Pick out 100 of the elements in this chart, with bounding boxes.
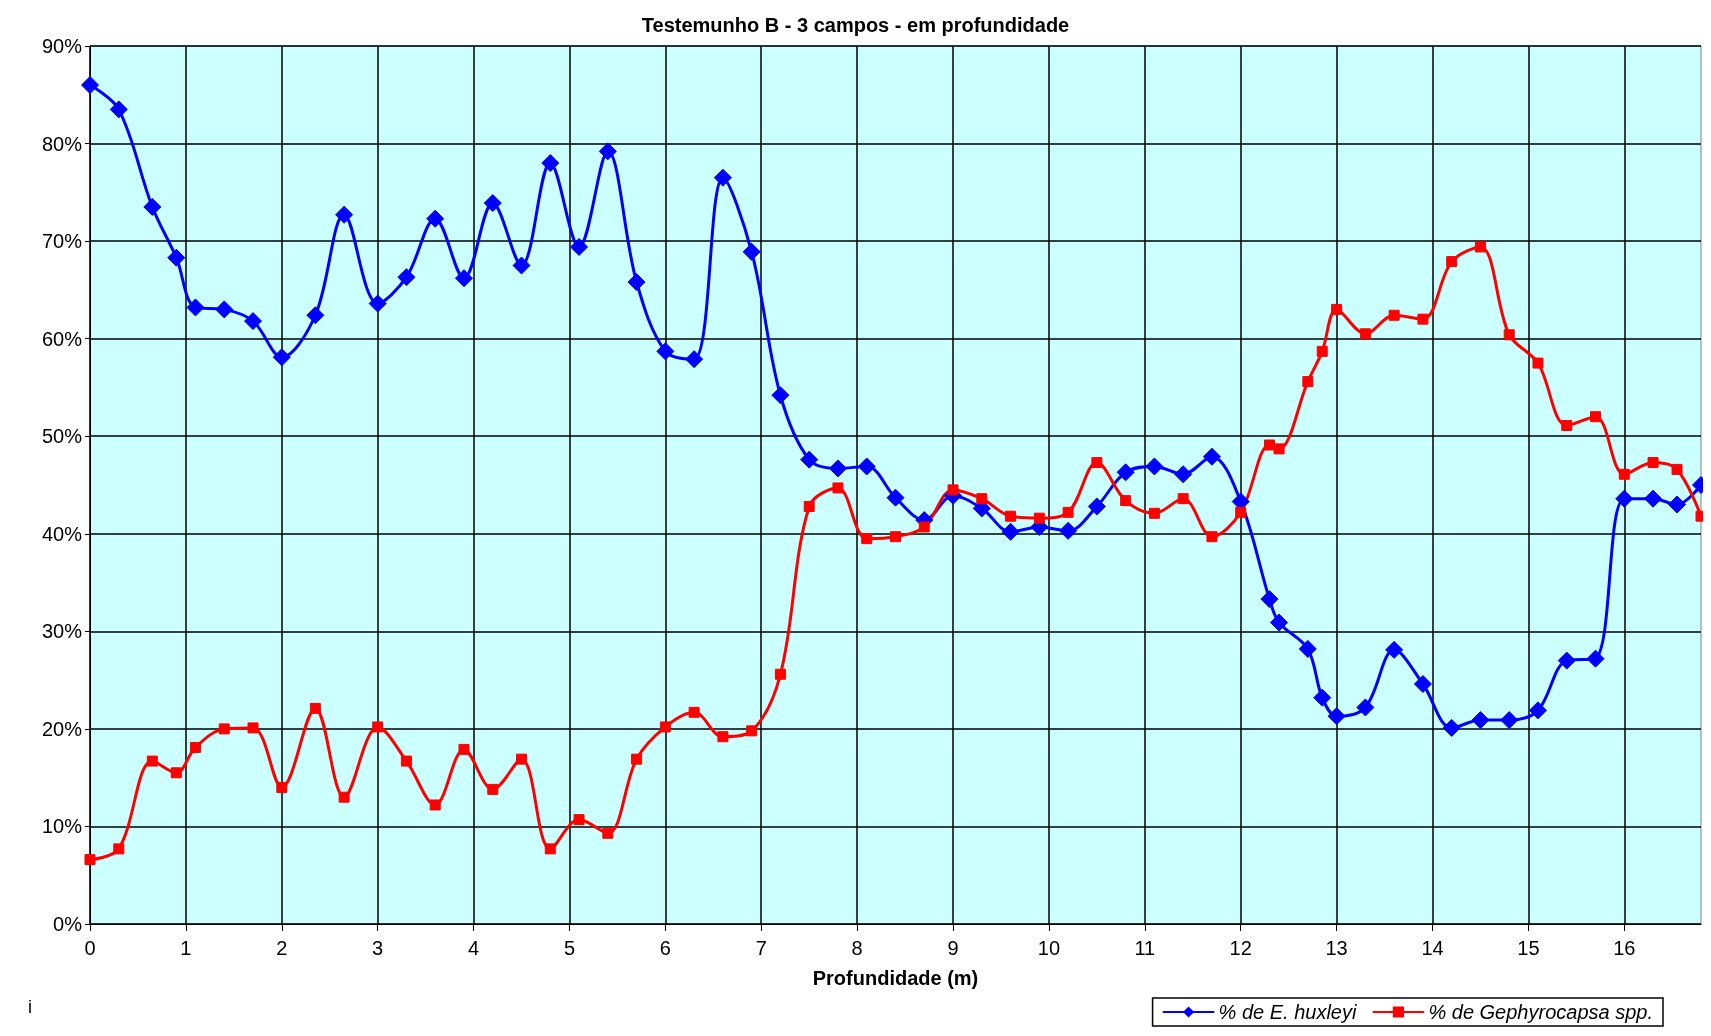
x-tick-label: 9 <box>947 937 959 959</box>
point <box>1001 522 1020 541</box>
point <box>976 493 988 505</box>
point <box>167 248 186 267</box>
point <box>918 521 930 533</box>
point <box>685 350 704 369</box>
point <box>170 767 182 779</box>
point <box>397 268 416 287</box>
point <box>1388 309 1400 321</box>
point <box>516 753 528 765</box>
point <box>659 721 671 733</box>
point <box>512 256 531 275</box>
point <box>1668 495 1687 514</box>
point <box>688 706 700 718</box>
x-tick-label: 10 <box>1037 937 1061 959</box>
y-tick-label: 0% <box>53 913 83 935</box>
point <box>602 827 614 839</box>
chart-title: Testemunho B - 3 campos - em profundidade <box>641 14 1070 36</box>
point <box>1033 512 1045 524</box>
point <box>1270 613 1289 632</box>
x-tick-label: 14 <box>1421 937 1444 959</box>
point <box>1298 639 1317 658</box>
x-tick-label: 12 <box>1229 937 1252 959</box>
point <box>1059 521 1078 540</box>
point <box>774 668 786 680</box>
point <box>1313 688 1332 707</box>
point <box>1062 506 1074 518</box>
x-tick-label: 11 <box>1134 937 1156 959</box>
point <box>454 269 473 288</box>
point <box>1206 531 1218 543</box>
point <box>189 741 201 753</box>
point <box>143 197 162 216</box>
point <box>84 854 96 866</box>
point <box>1202 447 1221 466</box>
point <box>244 312 263 331</box>
point <box>1116 463 1135 482</box>
point <box>113 843 125 855</box>
y-tick-label: 80% <box>41 132 83 155</box>
point <box>372 721 384 733</box>
point <box>215 300 234 319</box>
point <box>1356 698 1375 717</box>
point <box>1644 489 1663 508</box>
y-tick-label: 60% <box>41 327 83 350</box>
point <box>1263 439 1275 451</box>
x-tick-label: 6 <box>659 937 671 959</box>
point <box>1471 711 1490 730</box>
point <box>1235 506 1247 518</box>
point <box>746 725 758 737</box>
point <box>947 484 959 496</box>
y-tick-label: 90% <box>41 35 83 57</box>
point <box>1557 651 1576 670</box>
point <box>1174 465 1193 484</box>
point <box>483 194 502 213</box>
point <box>368 294 387 313</box>
point <box>771 386 790 405</box>
point <box>627 273 646 292</box>
x-tick-label: 3 <box>372 937 384 959</box>
x-tick-label: 1 <box>180 937 192 959</box>
point <box>426 209 445 228</box>
point <box>803 500 815 512</box>
point <box>828 459 847 478</box>
point <box>1413 675 1432 694</box>
point <box>146 755 158 767</box>
point <box>631 753 643 765</box>
point <box>544 843 556 855</box>
point <box>861 533 873 545</box>
x-tick-label: 2 <box>276 937 288 959</box>
point <box>1327 707 1346 726</box>
point <box>1500 711 1519 730</box>
x-axis-title: Profundidade (m) <box>812 967 979 989</box>
point <box>1618 468 1630 480</box>
point <box>890 531 901 543</box>
point <box>400 755 412 767</box>
point <box>186 298 205 317</box>
point <box>272 348 291 367</box>
point <box>832 482 844 494</box>
legend-label: % de Gephyrocapsa spp. <box>1428 1001 1654 1023</box>
y-tick-label: 20% <box>41 717 83 740</box>
point <box>458 743 470 755</box>
point <box>717 731 729 743</box>
point <box>1005 510 1017 522</box>
y-tick-label: 30% <box>41 620 83 643</box>
point <box>1302 376 1314 388</box>
point <box>570 237 589 256</box>
point <box>541 154 560 173</box>
point <box>1417 313 1429 325</box>
point <box>1446 256 1458 268</box>
point <box>1359 328 1371 340</box>
x-tick-label: 8 <box>851 937 863 959</box>
point <box>742 242 761 261</box>
point <box>1590 411 1602 423</box>
point <box>1586 649 1605 668</box>
x-tick-label: 4 <box>468 937 480 959</box>
point <box>1148 507 1160 519</box>
text: i <box>28 997 32 1017</box>
y-tick-label: 40% <box>41 522 83 545</box>
point <box>1532 357 1544 369</box>
point <box>218 723 230 735</box>
point <box>1177 493 1189 505</box>
point <box>857 457 876 476</box>
